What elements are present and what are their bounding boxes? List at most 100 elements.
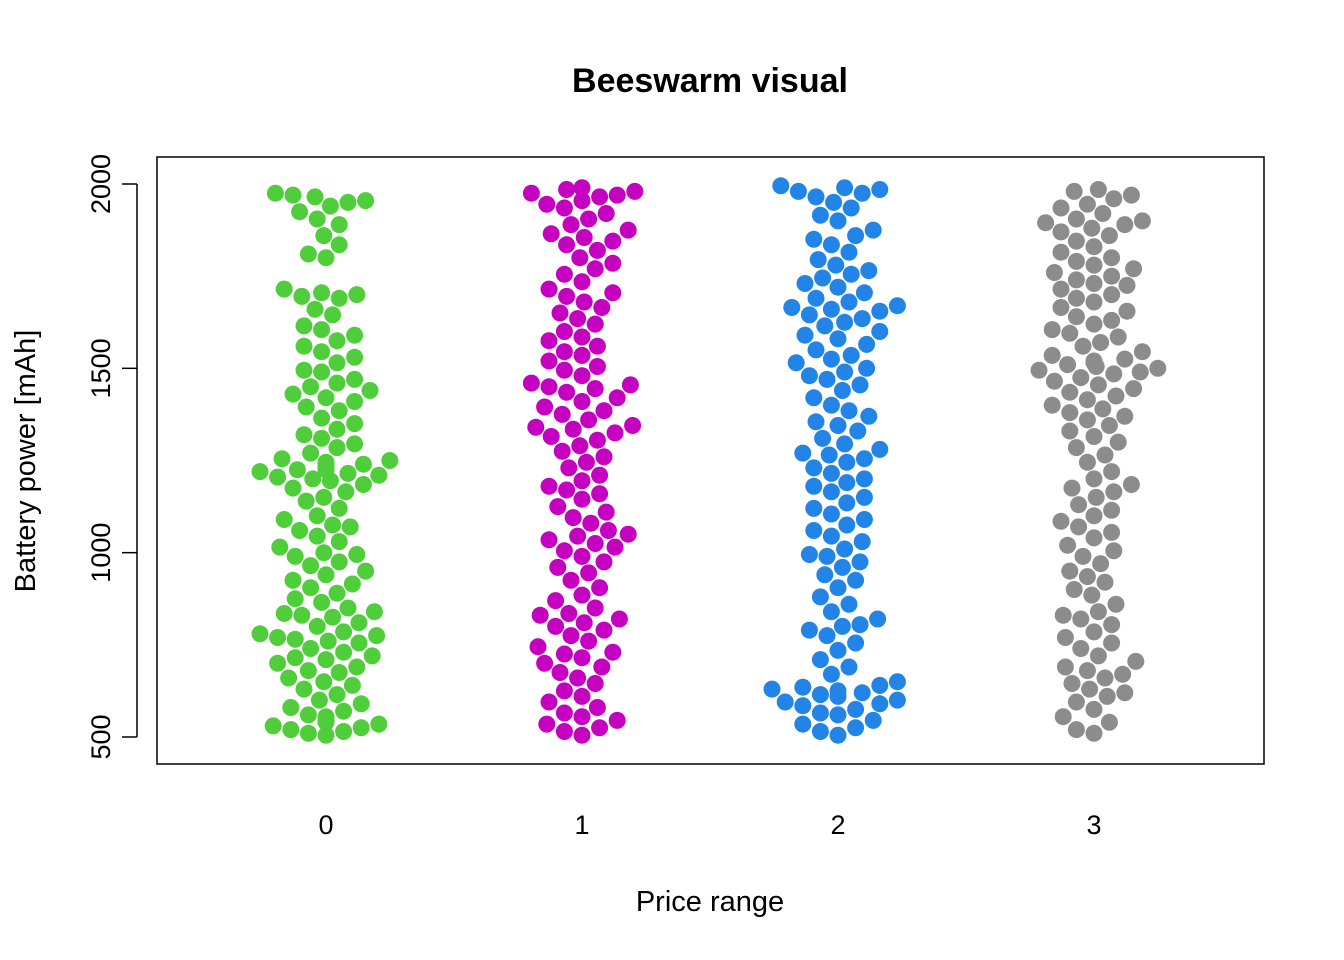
data-point bbox=[1078, 411, 1096, 429]
data-point bbox=[346, 348, 364, 366]
y-axis-label: Battery power [mAh] bbox=[10, 330, 42, 593]
data-point bbox=[869, 610, 887, 628]
data-point bbox=[829, 726, 847, 744]
data-point bbox=[588, 241, 606, 259]
data-point bbox=[577, 453, 595, 471]
x-tick-label: 3 bbox=[1086, 810, 1101, 840]
x-tick-label: 0 bbox=[318, 810, 333, 840]
data-point bbox=[1085, 529, 1103, 547]
data-point bbox=[302, 378, 320, 396]
data-point bbox=[604, 643, 622, 661]
data-point bbox=[306, 300, 324, 318]
data-point bbox=[547, 617, 565, 635]
data-point bbox=[302, 557, 320, 575]
data-point bbox=[1116, 216, 1134, 234]
data-point bbox=[573, 490, 591, 508]
data-point bbox=[299, 662, 317, 680]
data-point bbox=[540, 352, 558, 370]
data-point bbox=[1081, 680, 1099, 698]
data-point bbox=[1092, 555, 1110, 573]
data-point bbox=[1103, 523, 1121, 541]
data-point bbox=[343, 575, 361, 593]
data-point bbox=[1078, 662, 1096, 680]
data-point bbox=[1030, 361, 1048, 379]
data-point bbox=[829, 579, 847, 597]
data-point bbox=[1085, 352, 1103, 370]
data-point bbox=[1061, 562, 1079, 580]
data-point bbox=[833, 617, 851, 635]
data-point bbox=[308, 210, 326, 228]
data-point bbox=[626, 182, 644, 200]
data-point bbox=[1085, 293, 1103, 311]
data-point bbox=[295, 337, 313, 355]
data-point bbox=[580, 632, 598, 650]
data-point bbox=[573, 726, 591, 744]
data-point bbox=[297, 398, 315, 416]
data-point bbox=[1070, 518, 1088, 536]
data-point bbox=[280, 669, 298, 687]
data-point bbox=[286, 630, 304, 648]
data-point bbox=[251, 625, 269, 643]
data-point bbox=[308, 507, 326, 525]
data-point bbox=[284, 385, 302, 403]
data-point bbox=[381, 452, 399, 469]
data-point bbox=[1116, 350, 1134, 368]
data-point bbox=[822, 350, 840, 368]
data-point bbox=[1105, 542, 1123, 560]
data-point bbox=[838, 453, 856, 471]
data-point bbox=[354, 476, 372, 493]
data-point bbox=[330, 236, 348, 254]
data-point bbox=[822, 236, 840, 254]
data-point bbox=[330, 553, 348, 571]
data-point bbox=[317, 651, 335, 669]
data-point bbox=[1105, 190, 1123, 208]
data-point bbox=[1098, 687, 1116, 705]
data-point bbox=[271, 538, 289, 556]
data-point bbox=[1094, 400, 1112, 418]
data-point bbox=[595, 621, 613, 639]
y-tick-label: 1500 bbox=[86, 338, 116, 398]
data-point bbox=[586, 380, 604, 398]
data-point bbox=[1085, 275, 1103, 292]
data-point bbox=[1056, 629, 1074, 646]
data-point bbox=[551, 304, 569, 322]
data-point bbox=[1067, 308, 1085, 326]
data-point bbox=[317, 566, 335, 584]
data-point bbox=[573, 393, 591, 410]
data-point bbox=[299, 724, 317, 742]
data-point bbox=[1105, 365, 1123, 383]
data-point bbox=[335, 702, 353, 720]
data-point bbox=[313, 343, 331, 361]
data-point bbox=[864, 221, 882, 239]
data-point bbox=[822, 483, 840, 501]
data-point bbox=[573, 649, 591, 667]
data-point bbox=[842, 265, 860, 283]
data-point bbox=[328, 332, 346, 350]
data-point bbox=[855, 450, 873, 468]
data-point bbox=[814, 269, 832, 287]
data-point bbox=[315, 488, 333, 506]
data-point bbox=[1043, 346, 1061, 364]
data-point bbox=[527, 418, 545, 436]
data-point bbox=[586, 315, 604, 333]
data-point bbox=[840, 402, 858, 420]
data-point bbox=[1052, 280, 1070, 298]
data-point bbox=[284, 571, 302, 589]
data-point bbox=[586, 260, 604, 278]
data-point bbox=[1096, 669, 1114, 687]
data-point bbox=[822, 300, 840, 318]
data-point bbox=[291, 203, 309, 221]
data-point bbox=[540, 332, 558, 350]
data-point bbox=[1089, 181, 1107, 198]
data-point bbox=[855, 488, 873, 506]
data-point bbox=[1052, 223, 1070, 241]
data-point bbox=[555, 542, 573, 560]
data-point bbox=[1067, 439, 1085, 457]
data-point bbox=[1054, 606, 1072, 624]
data-point bbox=[571, 437, 589, 455]
data-point bbox=[818, 627, 836, 645]
data-point bbox=[860, 407, 878, 425]
data-point bbox=[302, 579, 320, 597]
data-point bbox=[822, 603, 840, 621]
data-point bbox=[822, 527, 840, 545]
